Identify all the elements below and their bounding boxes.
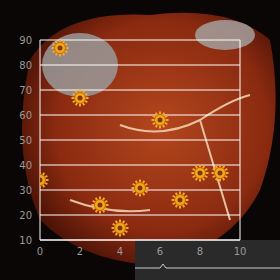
svg-text:60: 60 xyxy=(19,110,32,121)
svg-text:30: 30 xyxy=(19,185,32,196)
svg-text:90: 90 xyxy=(19,35,32,46)
svg-text:4: 4 xyxy=(117,246,123,257)
svg-text:40: 40 xyxy=(19,160,32,171)
svg-text:6: 6 xyxy=(157,246,163,257)
svg-text:10: 10 xyxy=(234,246,247,257)
svg-text:10: 10 xyxy=(19,235,32,246)
svg-text:8: 8 xyxy=(197,246,203,257)
svg-text:70: 70 xyxy=(19,85,32,96)
svg-text:0: 0 xyxy=(37,246,43,257)
svg-text:50: 50 xyxy=(19,135,32,146)
svg-text:2: 2 xyxy=(77,246,83,257)
svg-text:80: 80 xyxy=(19,60,32,71)
svg-text:20: 20 xyxy=(19,210,32,221)
